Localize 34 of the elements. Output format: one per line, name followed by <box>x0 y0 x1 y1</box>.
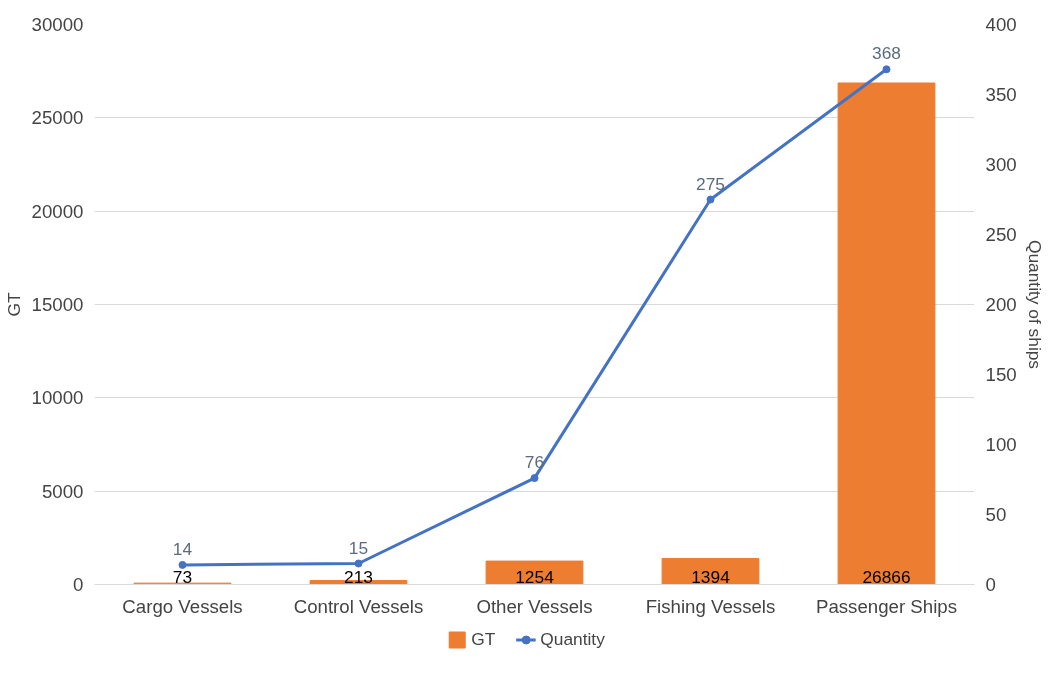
x-tick-label: Fishing Vessels <box>645 595 776 617</box>
y2-axis-title: Quantity of ships <box>1024 239 1045 370</box>
y-tick-label: 5000 <box>42 480 84 502</box>
y-axis-title: GT <box>3 292 24 317</box>
legend-label: GT <box>471 628 496 650</box>
x-tick-label: Control Vessels <box>293 595 424 617</box>
y-tick-label: 20000 <box>31 200 84 222</box>
data-label: 275 <box>696 173 725 194</box>
data-label: 73 <box>172 566 193 587</box>
y-tick-label: 10000 <box>31 387 84 409</box>
y2-tick-label: 100 <box>985 434 1017 455</box>
y2-tick-label: 150 <box>985 364 1017 385</box>
y2-tick-label: 50 <box>985 504 1007 525</box>
data-label: 26866 <box>862 566 911 587</box>
data-label: 14 <box>172 538 193 559</box>
x-tick-label: Cargo Vessels <box>122 595 243 617</box>
x-tick-label: Passenger Ships <box>815 595 958 617</box>
data-label: 368 <box>872 43 901 64</box>
y2-tick-label: 400 <box>985 14 1017 35</box>
legend-label: Quantity <box>540 628 605 650</box>
y-tick-label: 15000 <box>31 294 84 315</box>
data-label: 1254 <box>515 566 555 587</box>
y2-tick-label: 350 <box>985 84 1017 105</box>
y-tick-label: 0 <box>73 574 84 595</box>
data-label: 15 <box>348 537 369 558</box>
x-tick-label: Other Vessels <box>476 595 593 617</box>
y-tick-label: 30000 <box>31 14 84 35</box>
y2-tick-label: 0 <box>985 574 996 595</box>
y2-tick-label: 200 <box>985 294 1017 315</box>
data-label: 1394 <box>691 566 731 587</box>
data-label: 76 <box>524 452 545 473</box>
y2-tick-label: 300 <box>985 154 1017 175</box>
y2-tick-label: 250 <box>985 224 1017 245</box>
y-tick-label: 25000 <box>31 107 84 129</box>
